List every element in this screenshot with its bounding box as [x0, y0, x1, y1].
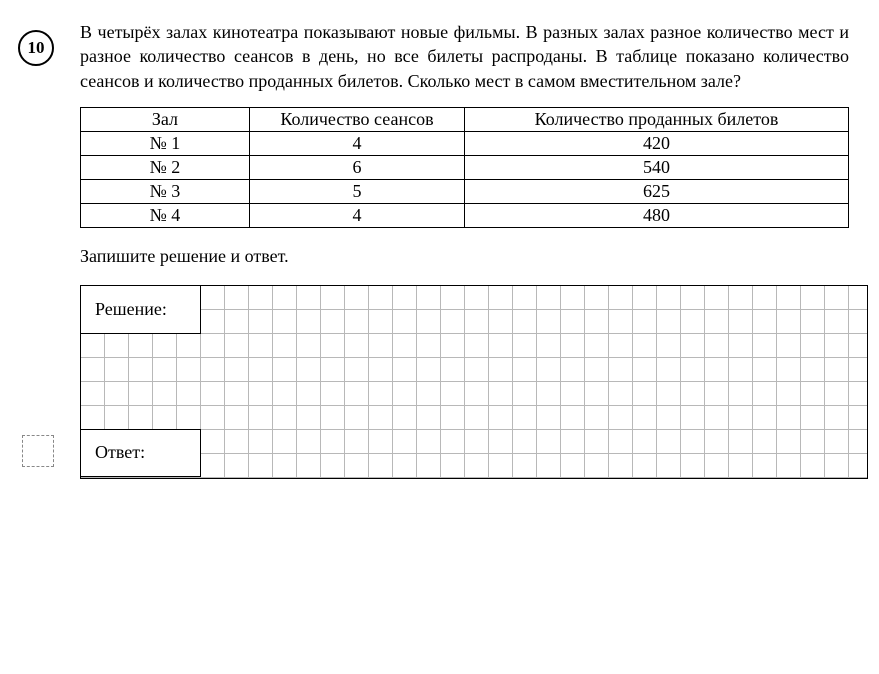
- table-cell: № 4: [81, 203, 250, 227]
- question-number-badge: 10: [18, 30, 54, 66]
- table-cell: № 2: [81, 155, 250, 179]
- answer-grid: Решение: Ответ:: [80, 285, 868, 479]
- table-cell: 480: [464, 203, 848, 227]
- answer-area: Решение: Ответ:: [80, 285, 849, 479]
- instruction-text: Запишите решение и ответ.: [80, 246, 849, 267]
- data-table: Зал Количество сеансов Количество продан…: [80, 107, 849, 228]
- table-row: № 4 4 480: [81, 203, 849, 227]
- table-cell: 4: [249, 203, 464, 227]
- table-cell: 625: [464, 179, 848, 203]
- table-row: № 2 6 540: [81, 155, 849, 179]
- table-cell: 4: [249, 131, 464, 155]
- content-area: В четырёх залах кинотеатра показывают но…: [80, 20, 849, 479]
- table-header: Зал: [81, 107, 250, 131]
- table-cell: № 1: [81, 131, 250, 155]
- table-cell: 420: [464, 131, 848, 155]
- table-cell: 6: [249, 155, 464, 179]
- problem-text: В четырёх залах кинотеатра показывают но…: [80, 20, 849, 93]
- solution-label: Решение:: [95, 299, 167, 320]
- table-cell: 540: [464, 155, 848, 179]
- question-number: 10: [28, 38, 45, 58]
- table-row: № 1 4 420: [81, 131, 849, 155]
- margin-checkbox: [22, 435, 54, 467]
- table-header-row: Зал Количество сеансов Количество продан…: [81, 107, 849, 131]
- page: 10 В четырёх залах кинотеатра показывают…: [0, 0, 879, 519]
- answer-label-box: Ответ:: [81, 429, 201, 477]
- table-cell: 5: [249, 179, 464, 203]
- solution-label-box: Решение:: [81, 286, 201, 334]
- table-header: Количество проданных билетов: [464, 107, 848, 131]
- table-header: Количество сеансов: [249, 107, 464, 131]
- table-row: № 3 5 625: [81, 179, 849, 203]
- table-cell: № 3: [81, 179, 250, 203]
- answer-label: Ответ:: [95, 442, 145, 463]
